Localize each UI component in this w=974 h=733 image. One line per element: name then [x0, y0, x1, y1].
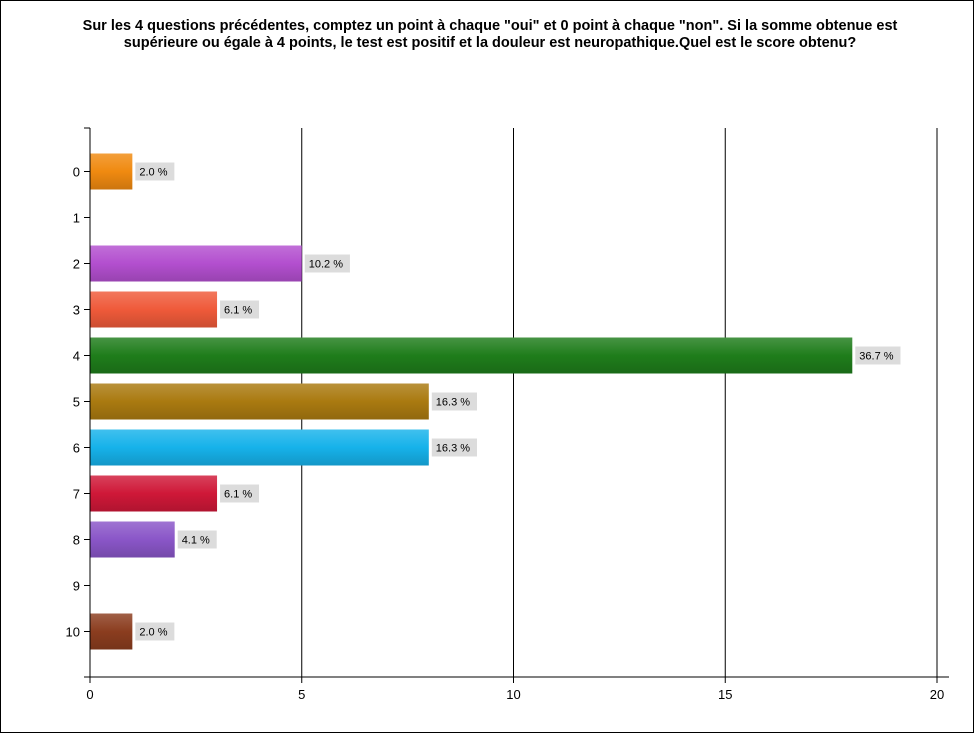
bar-3	[90, 291, 218, 328]
x-tick-label-0: 0	[86, 687, 93, 702]
data-label-3: 6.1 %	[224, 305, 252, 317]
bar-6	[90, 429, 429, 466]
data-label-10: 2.0 %	[139, 627, 167, 639]
bar-0	[90, 153, 133, 190]
gridlines	[301, 128, 938, 677]
data-label-bg-0	[135, 162, 175, 181]
y-tick-label-4: 4	[73, 349, 80, 364]
data-label-bg-4	[855, 346, 901, 365]
y-tick-label-9: 9	[73, 579, 80, 594]
data-label-bg-6	[431, 438, 477, 457]
data-label-6: 16.3 %	[436, 443, 470, 455]
data-label-bg-5	[431, 392, 477, 411]
bars	[90, 153, 853, 650]
bar-2	[90, 245, 302, 282]
x-tick-label-15: 15	[718, 687, 732, 702]
x-tick-label-10: 10	[506, 687, 520, 702]
y-tick-label-7: 7	[73, 487, 80, 502]
data-label-2: 10.2 %	[309, 259, 343, 271]
y-tick-label-10: 10	[66, 625, 80, 640]
y-tick-label-3: 3	[73, 303, 80, 318]
data-label-5: 16.3 %	[436, 397, 470, 409]
chart-title: Sur les 4 questions précédentes, comptez…	[82, 18, 898, 51]
x-tick-label-5: 5	[298, 687, 305, 702]
data-label-bg-2	[304, 254, 350, 273]
axes: 0 1 2 3 4 5 6 7 8 9 10 0 5 10 15 20	[66, 127, 949, 702]
x-tick-label-20: 20	[930, 687, 944, 702]
y-tick-label-8: 8	[73, 533, 80, 548]
bar-7	[90, 475, 218, 512]
bar-4	[90, 337, 853, 374]
y-tick-label-0: 0	[73, 165, 80, 180]
data-label-bg-10	[135, 622, 175, 641]
data-label-4: 36.7 %	[859, 351, 893, 363]
y-tick-label-6: 6	[73, 441, 80, 456]
bar-10	[90, 613, 133, 650]
data-labels: 2.0 % 10.2 % 6.1 % 36.7 % 16.3 % 16.3 % 6.1 % 4…	[135, 162, 901, 641]
data-label-8: 4.1 %	[182, 535, 210, 547]
y-tick-label-5: 5	[73, 395, 80, 410]
data-label-7: 6.1 %	[224, 489, 252, 501]
bar-8	[90, 521, 175, 558]
data-label-bg-7	[220, 484, 260, 503]
data-label-bg-3	[220, 300, 260, 319]
y-tick-label-1: 1	[73, 211, 80, 226]
data-label-bg-8	[177, 530, 217, 549]
bar-5	[90, 383, 429, 420]
y-tick-label-2: 2	[73, 257, 80, 272]
data-label-0: 2.0 %	[139, 167, 167, 179]
